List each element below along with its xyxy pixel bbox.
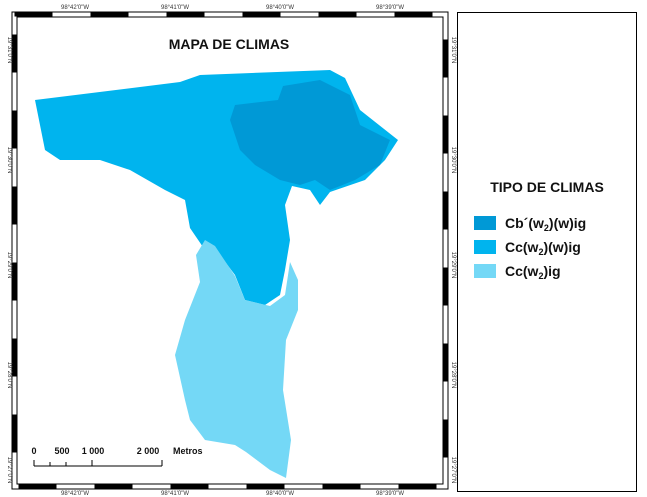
- coord-label: 19°29'0"N: [6, 252, 12, 279]
- scale-label: 500: [54, 446, 69, 456]
- coord-label: 98°40'0"W: [266, 5, 294, 11]
- legend-label-part: Cc(w: [505, 239, 539, 255]
- coord-label: 98°41'0"W: [161, 5, 189, 11]
- legend-label-part: )(w)ig: [543, 239, 580, 255]
- scale-label: 0: [31, 446, 36, 456]
- coord-label: 98°40'0"W: [266, 491, 294, 497]
- coord-label: 19°30'0"N: [6, 147, 12, 174]
- coord-label: 98°39'0"W: [376, 5, 404, 11]
- legend-swatch: [474, 216, 496, 230]
- legend-label-part: Cc(w: [505, 263, 539, 279]
- coord-label: 98°41'0"W: [161, 491, 189, 497]
- coord-label: 98°42'0"W: [61, 5, 89, 11]
- map-title: MAPA DE CLIMAS: [169, 36, 290, 52]
- legend-label-part: )ig: [543, 263, 560, 279]
- scale-unit: Metros: [173, 446, 203, 456]
- coord-label: 19°27'0"N: [450, 457, 456, 484]
- coord-label: 19°30'0"N: [450, 147, 456, 174]
- scale-label: 1 000: [82, 446, 105, 456]
- scale-label: 2 000: [137, 446, 160, 456]
- legend-swatch: [474, 264, 496, 278]
- legend-title: TIPO DE CLIMAS: [490, 179, 604, 195]
- coord-label: 19°31'0"N: [6, 37, 12, 64]
- legend-label-part: )(w)ig: [549, 215, 586, 231]
- coord-label: 98°39'0"W: [376, 491, 404, 497]
- legend-label-part: 2: [538, 271, 543, 281]
- scale-bar: 0 500 1 000 2 000 Metros: [31, 446, 203, 467]
- coord-label: 98°42'0"W: [61, 491, 89, 497]
- climate-zone: [230, 80, 390, 190]
- coord-label: 19°28'0"N: [6, 362, 12, 389]
- coord-label: 19°29'0"N: [450, 252, 456, 279]
- climate-zone: [175, 240, 298, 478]
- legend-label: Cb´(w2)(w)ig: [505, 215, 586, 233]
- legend-label-part: Cb´(w: [505, 215, 544, 231]
- coordinates: 98°42'0"W 98°41'0"W 98°40'0"W 98°39'0"W 98°4…: [6, 5, 456, 497]
- map-inner-frame: [16, 16, 444, 485]
- legend-label-part: 2: [538, 247, 543, 257]
- coord-label: 19°31'0"N: [450, 37, 456, 64]
- legend-label: Cc(w2)(w)ig: [505, 239, 581, 257]
- legend-label-part: 2: [544, 223, 549, 233]
- legend-swatch: [474, 240, 496, 254]
- coord-label: 19°27'0"N: [6, 457, 12, 484]
- coord-label: 19°28'0"N: [450, 362, 456, 389]
- legend-label: Cc(w2)ig: [505, 263, 561, 281]
